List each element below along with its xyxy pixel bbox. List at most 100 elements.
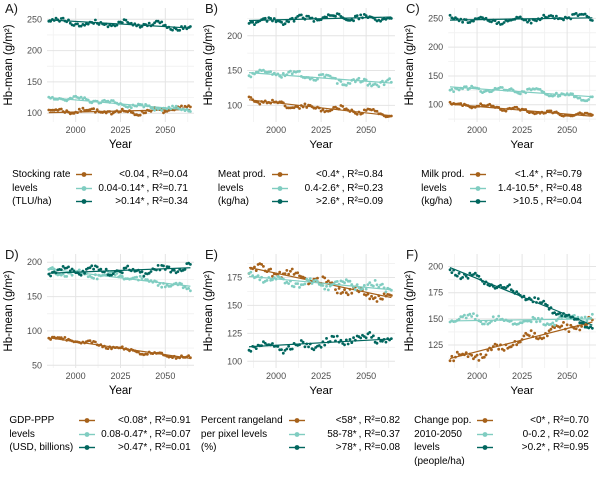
legend-r2-value: , R²=0.04 — [540, 196, 582, 207]
legend-entry-low: <0.08*, R²=0.91 — [78, 414, 191, 428]
legend-title-line: (%) — [200, 442, 217, 453]
trend-line-high — [249, 338, 392, 348]
plot-e: 100 125 150 175 2000 2025 2050 Year Hb-mean (g/m… — [203, 254, 395, 397]
trend-line-high — [249, 16, 392, 22]
trend-line-high — [450, 17, 593, 21]
legend-r2-value: , R²=0.71 — [146, 182, 188, 194]
y-tick-label: 250 — [27, 14, 42, 24]
legend-range-label: <58* — [335, 415, 357, 426]
legend-title-line: (USD, billions) — [9, 442, 74, 453]
x-tick-label: 2050 — [356, 371, 376, 381]
legend-title: Percent rangeland per pixel levels (%) — [201, 414, 283, 455]
legend-entry-mid: 0.4-2.6*, R²=0.23 — [271, 182, 383, 196]
legend-range-label: 0.4-2.6* — [304, 182, 340, 194]
legend-entries: <0.08*, R²=0.91 0.08-0.47*, R²=0.07 >0.47*… — [78, 414, 191, 455]
y-tick-label: 175 — [227, 272, 242, 282]
x-tick-label: 2025 — [512, 125, 532, 135]
trend-line-high — [449, 267, 593, 326]
gridlines — [247, 254, 395, 368]
y-tick-label: 150 — [27, 292, 42, 302]
legend-entry-low: <1.4*, R²=0.79 — [469, 168, 582, 182]
legend-entry-mid: 0.04-0.14*, R²=0.71 — [75, 182, 188, 196]
panel-f: F) 125 150 175 200 2000 2025 2050 Year Hb-mean (g… — [401, 246, 602, 491]
legend-title-line: 2010-2050 — [414, 428, 462, 440]
y-tick-label: 150 — [27, 77, 42, 87]
x-tick-label: 2025 — [311, 125, 331, 135]
legend-entry-high: >10.5, R²=0.04 — [469, 195, 582, 209]
x-tick-label: 2000 — [266, 371, 286, 381]
line-point-marker-icon — [477, 418, 494, 424]
legend-title-line: levels — [421, 182, 447, 194]
legend-range-label: <0.08* — [118, 415, 148, 426]
legend-r2-value: , R²=0.08 — [358, 442, 401, 453]
x-axis-title: Year — [309, 385, 332, 397]
legend-title: Change pop. 2010-2050 levels (people/ha) — [414, 414, 471, 468]
x-tick-label: 2050 — [356, 125, 376, 135]
panel-letter: F) — [406, 247, 419, 262]
legend-entry-high: >0.14*, R²=0.34 — [75, 195, 188, 209]
x-tick-label: 2050 — [155, 125, 175, 135]
legend-r2-value: , R²=0.34 — [146, 196, 188, 207]
legend-r2-value: , R²=0.37 — [358, 428, 401, 440]
legend-entry-mid: 1.4-10.5*, R²=0.48 — [469, 182, 582, 196]
legend-title: Meat prod. levels (kg/ha) — [218, 168, 266, 209]
line-point-marker-icon — [271, 199, 288, 205]
legend-entry-high: >78*, R²=0.08 — [288, 441, 400, 455]
legend-title: GDP-PPP levels (USD, billions) — [9, 414, 73, 455]
legend-range-label: <0.4* — [316, 169, 340, 180]
legend-r2-value: , R²=0.04 — [146, 169, 188, 180]
line-point-marker-icon — [76, 199, 93, 205]
y-tick-label: 100 — [227, 356, 242, 366]
scatter-points-low — [247, 95, 393, 119]
x-tick-label: 2000 — [266, 125, 286, 135]
legend-title-line: levels — [12, 182, 38, 194]
legend-range-label: <0* — [530, 415, 546, 426]
y-tick-label: 100 — [227, 100, 242, 110]
legend-title-line: Stocking rate — [12, 169, 71, 180]
scatter-points-high — [47, 261, 192, 278]
legend-r2-value: , R²=0.82 — [358, 415, 401, 426]
legend-entry-low: <58*, R²=0.82 — [288, 414, 400, 428]
plot-c: 100 150 200 250 2000 2025 2050 Year Hb-mean (g/m… — [404, 8, 596, 151]
legend-title-line: (kg/ha) — [421, 196, 453, 207]
x-tick-label: 2050 — [155, 371, 175, 381]
scatter-points-high — [247, 12, 393, 26]
panel-d: D) 50 100 150 200 2000 2025 2050 Year Hb-mean (g/… — [0, 246, 200, 491]
y-tick-label: 125 — [227, 328, 242, 338]
y-tick-label: 200 — [428, 262, 443, 272]
legend-title-line: levels — [217, 182, 244, 194]
legend-entries: <0.4*, R²=0.84 0.4-2.6*, R²=0.23 >2.6*, R²… — [271, 168, 383, 209]
x-axis-title: Year — [109, 139, 132, 151]
line-point-marker-icon — [79, 431, 96, 437]
legend-range-label: 0-0.2 — [522, 428, 546, 440]
trend-line-mid — [48, 96, 191, 111]
legend-range-label: >0.2* — [521, 442, 546, 453]
line-point-marker-icon — [477, 431, 494, 437]
legend-r2-value: , R²=0.23 — [341, 182, 384, 194]
gridlines — [247, 8, 395, 122]
legend-range-label: >2.6* — [316, 196, 340, 207]
legend-range-label: 1.4-10.5* — [497, 182, 539, 194]
legend-entry-low: <0.04, R²=0.04 — [75, 168, 188, 182]
legend-range-label: >78* — [335, 442, 357, 453]
panel-b: B) 100 150 200 2000 2025 2050 Year Hb-mean (g/m²… — [200, 0, 401, 246]
y-tick-label: 150 — [227, 300, 242, 310]
line-point-marker-icon — [470, 172, 487, 178]
legend-r2-value: , R²=0.07 — [149, 428, 191, 440]
gridlines — [448, 254, 596, 368]
y-tick-label: 175 — [428, 288, 443, 298]
legend-r2-value: , R²=0.79 — [540, 169, 582, 180]
line-point-marker-icon — [271, 172, 288, 178]
line-point-marker-icon — [470, 199, 487, 205]
legend-range-label: 0.08-0.47* — [101, 428, 148, 440]
legend-range-label: <0.04 — [119, 169, 145, 180]
line-point-marker-icon — [79, 445, 96, 451]
y-axis-title: Hb-mean (g/m²) — [3, 270, 15, 351]
panel-a: A) 100 150 200 250 2000 2025 2050 Year Hb-mean (g… — [0, 0, 200, 246]
plot-b: 100 150 200 2000 2025 2050 Year Hb-mean (g/m²) — [203, 8, 395, 151]
legend-c: Milk prod. levels (kg/ha) <1.4*, R²=0.79 1.4… — [401, 168, 602, 209]
line-point-marker-icon — [76, 172, 93, 178]
legend-range-label: <1.4* — [514, 169, 539, 180]
y-tick-label: 100 — [428, 100, 443, 110]
